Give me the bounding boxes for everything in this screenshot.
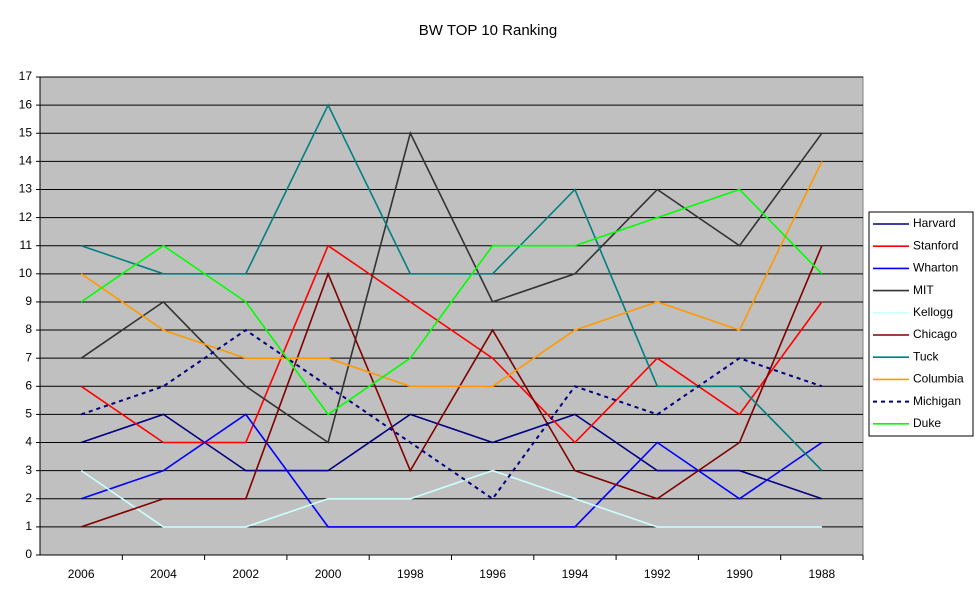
- y-tick-label: 11: [20, 238, 33, 252]
- x-tick-label: 1988: [808, 567, 835, 581]
- plot-area: [39, 76, 864, 556]
- y-tick-label: 15: [19, 125, 33, 139]
- x-tick-label: 1992: [644, 567, 671, 581]
- y-tick-label: 17: [19, 69, 33, 83]
- x-tick-label: 2006: [68, 567, 95, 581]
- legend-label: Tuck: [913, 349, 940, 363]
- x-tick-label: 2002: [232, 567, 259, 581]
- y-tick-label: 14: [19, 154, 33, 168]
- y-tick-label: 0: [25, 547, 32, 561]
- legend-label: Stanford: [913, 238, 958, 252]
- series-line: [80, 188, 823, 416]
- y-tick-label: 9: [25, 294, 32, 308]
- y-tick-label: 12: [19, 210, 33, 224]
- y-tick-label: 6: [25, 378, 32, 392]
- legend-box: [868, 211, 974, 437]
- y-tick-label: 4: [25, 435, 32, 449]
- legend-label: Duke: [913, 416, 941, 430]
- x-tick-label: 1994: [562, 567, 589, 581]
- y-tick-label: 10: [19, 266, 33, 280]
- legend-label: Chicago: [913, 327, 957, 341]
- y-tick-label: 5: [25, 407, 32, 421]
- x-tick-label: 1998: [397, 567, 424, 581]
- series-line: [80, 245, 823, 528]
- series-line: [80, 328, 823, 501]
- legend-label: Kellogg: [913, 305, 953, 319]
- x-tick-label: 1990: [726, 567, 753, 581]
- legend-label: MIT: [913, 283, 934, 297]
- legend-label: Wharton: [913, 261, 958, 275]
- y-tick-label: 2: [25, 491, 32, 505]
- y-tick-label: 16: [19, 97, 33, 111]
- legend-label: Columbia: [913, 372, 964, 386]
- chart-title: BW TOP 10 Ranking: [419, 22, 557, 39]
- y-tick-label: 1: [25, 519, 32, 533]
- y-tick-label: 3: [25, 463, 32, 477]
- legend-label: Harvard: [913, 216, 956, 230]
- y-tick-label: 7: [25, 350, 32, 364]
- y-tick-label: 13: [19, 182, 33, 196]
- series-line: [80, 161, 823, 388]
- x-tick-label: 2004: [150, 567, 177, 581]
- x-tick-label: 2000: [315, 567, 342, 581]
- series-line: [80, 469, 822, 528]
- x-tick-label: 1996: [479, 567, 506, 581]
- legend-label: Michigan: [913, 394, 961, 408]
- y-tick-label: 8: [25, 322, 32, 336]
